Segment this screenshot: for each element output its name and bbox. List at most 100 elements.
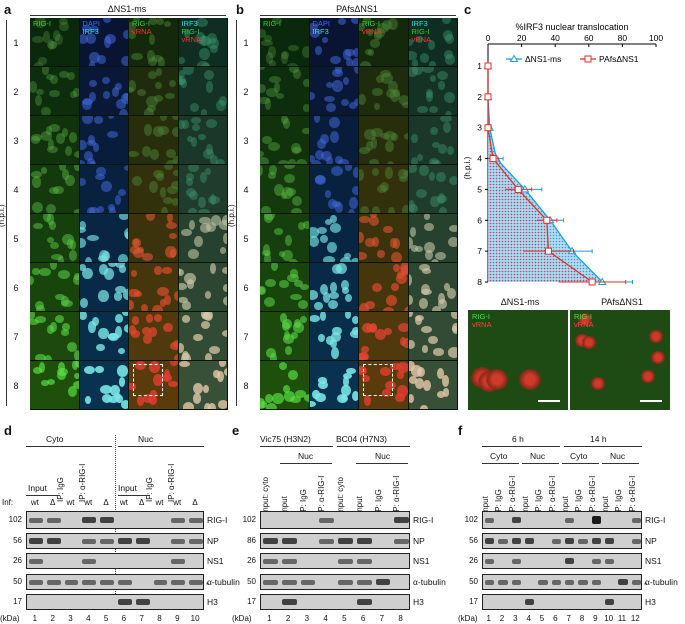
lane-header-f-3: IP: α-RIG-I	[507, 475, 517, 514]
inf-10: Δ	[192, 498, 198, 507]
protein-label-ns1: NS1	[413, 556, 430, 566]
blot-strip-np	[482, 533, 642, 549]
band	[189, 539, 203, 544]
band	[356, 538, 372, 545]
micrograph-cell-r6-c3	[129, 263, 178, 311]
band	[551, 539, 561, 544]
lane-f-4: 4	[526, 614, 531, 623]
band	[591, 580, 601, 585]
micrograph-cell-r2-c2	[309, 67, 358, 115]
micrograph-cell-r2-c2	[79, 67, 128, 115]
micrograph-cell-r3-c3	[359, 116, 408, 164]
lane-9: 9	[175, 614, 180, 623]
row-label-4: 4	[13, 185, 19, 195]
micrograph-cell-r1-c1: RIG-I	[260, 18, 309, 66]
y-axis-label: (h.p.i.)	[463, 156, 472, 179]
western-blot-e: Vic75 (H3N2) BC04 (H7N3) Nuc Nuc Input: cyto…	[232, 425, 456, 624]
scale-bar	[538, 400, 560, 402]
band	[578, 539, 588, 544]
band	[46, 538, 61, 545]
inset-micrograph-dns1ms: RIG-I vRNA	[468, 310, 568, 410]
group-input-2: Input	[118, 483, 137, 493]
micrograph-cell-r3-c2	[309, 116, 358, 164]
protein-label-tubulin: α-tubulin	[207, 577, 240, 587]
micrograph-cell-r4-c1	[260, 165, 309, 213]
lane-e-1: 1	[267, 614, 272, 623]
inset-channel-label: RIG-I vRNA	[472, 313, 492, 329]
zoom-region-box	[133, 364, 163, 396]
inf-1: wt	[30, 498, 39, 507]
channel-label-1: RIG-I	[33, 20, 51, 28]
band	[485, 538, 495, 545]
protein-label-h3: H3	[645, 597, 656, 607]
marker-50: 50	[247, 577, 256, 586]
blot-strip-rigi	[26, 511, 204, 529]
blot-strip-ns1	[482, 553, 642, 569]
row-label-6: 6	[13, 283, 19, 293]
row-label-2: 2	[13, 87, 19, 97]
panel-f-label: f	[458, 423, 463, 438]
lane-f-10: 10	[604, 614, 614, 623]
micrograph-cell-r4-c2	[309, 165, 358, 213]
marker-26: 26	[469, 556, 478, 565]
lane-2: 2	[50, 614, 55, 623]
band	[263, 580, 278, 585]
panel-b-title: PAfsΔNS1	[336, 4, 378, 14]
y-tick-label-4: 4	[477, 154, 482, 164]
micrograph-cell-r5-c1	[30, 214, 79, 262]
channel-text-1-1: RIG-I	[33, 19, 51, 28]
group-label-4: IP: α-RIG-I	[166, 463, 176, 502]
band	[118, 599, 132, 606]
band	[171, 559, 186, 564]
band	[64, 580, 79, 585]
band	[498, 580, 508, 585]
y-tick-label-6: 6	[477, 215, 482, 225]
micrograph-cell-r7-c4	[178, 312, 227, 360]
band	[511, 538, 521, 545]
channel-label-3: RIG-I vRNA	[362, 20, 382, 36]
fraction-f-2: Nuc	[530, 451, 546, 461]
inset-rigi-text: RIG-I	[574, 312, 592, 321]
micrograph-cell-r1-c2: DAPI IRF3	[309, 18, 358, 66]
lane-1: 1	[32, 614, 38, 623]
micrograph-cell-r6-c4	[408, 263, 457, 311]
y-tick-label-7: 7	[477, 246, 482, 256]
x-tick-label-0: 0	[486, 33, 491, 43]
band	[82, 517, 97, 524]
fraction-f-4: Nuc	[610, 451, 626, 461]
panel-e-label: e	[232, 423, 240, 438]
strain-bc04: BC04 (H7N3)	[336, 434, 388, 444]
micrograph-cell-r8-c1	[260, 361, 309, 409]
micrograph-cell-r3-c2	[79, 116, 128, 164]
marker-102: 102	[242, 515, 256, 524]
inset-rigi-text: RIG-I	[472, 312, 490, 321]
band	[525, 538, 535, 545]
y-tick-label-3: 3	[477, 123, 482, 133]
fraction-f-3: Cyto	[570, 451, 588, 461]
point-s2-5	[514, 185, 522, 193]
micrograph-cell-r8-c3	[359, 361, 408, 409]
band	[485, 518, 495, 523]
protein-label-rigi: RIG-I	[413, 515, 434, 525]
blot-strip-ns1	[26, 553, 204, 569]
micrograph-cell-r1-c4: IRF3 RIG-I vRNA	[408, 18, 457, 66]
blot-strip-h3	[26, 594, 204, 610]
micrograph-cell-r2-c1	[30, 67, 79, 115]
band	[118, 580, 132, 585]
band	[591, 559, 601, 564]
nuc-label-2: Nuc	[375, 451, 391, 461]
channel-label-4: IRF3 RIG-I vRNA	[182, 20, 202, 44]
micrograph-cell-r8-c4	[178, 361, 227, 409]
micrograph-cell-r7-c3	[129, 312, 178, 360]
band	[511, 580, 521, 585]
channel-text-3-2: vRNA	[362, 27, 382, 36]
band	[153, 580, 168, 585]
micrograph-cell-r6-c1	[260, 263, 309, 311]
micrograph-cell-r8-c4	[408, 361, 457, 409]
panel-b-label: b	[236, 2, 244, 17]
marker-26: 26	[13, 556, 22, 565]
panel-a-label: a	[4, 2, 12, 17]
inf-2: Δ	[50, 498, 56, 507]
blot-strip-tubulin	[26, 574, 204, 590]
blot-strip-tubulin	[482, 574, 642, 590]
